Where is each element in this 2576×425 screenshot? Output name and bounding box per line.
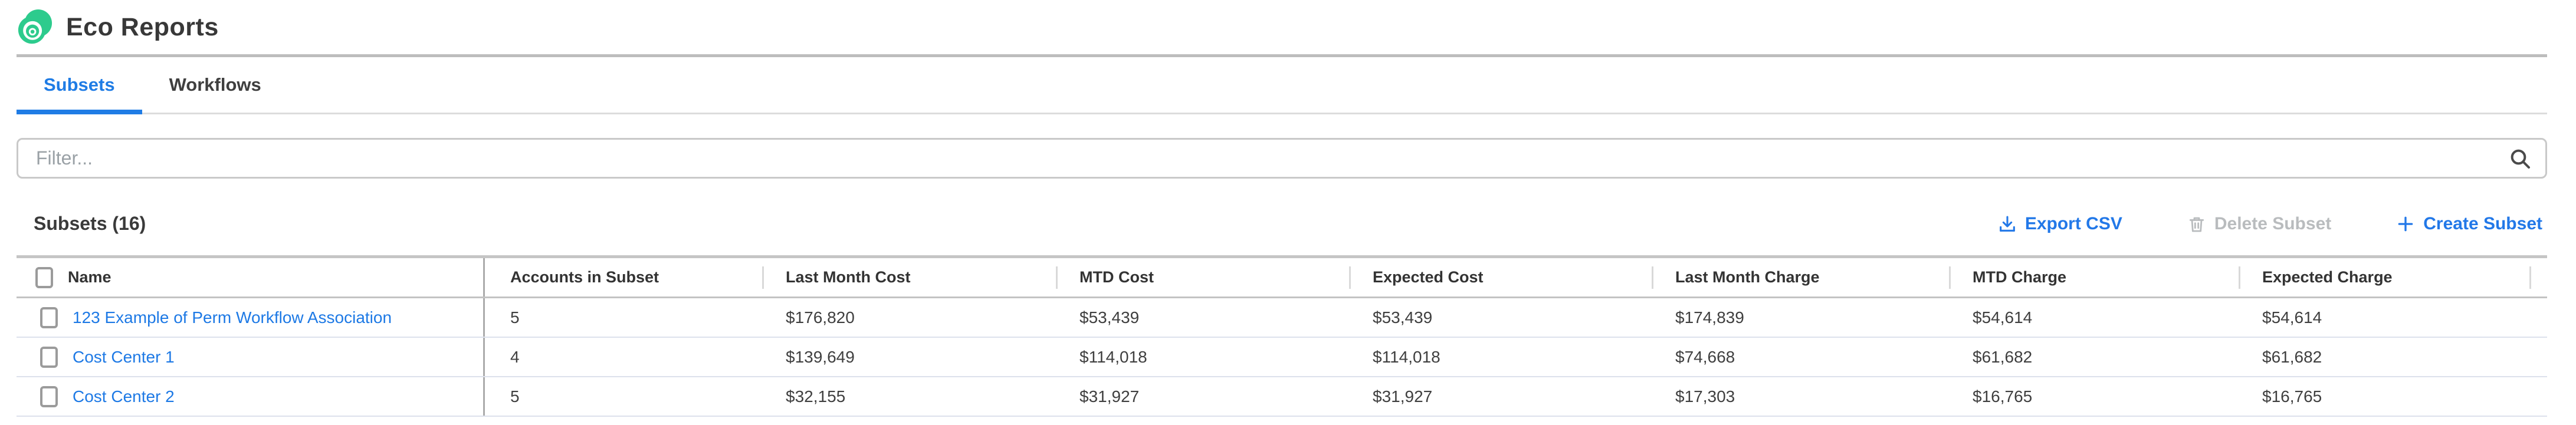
cell-last-month-cost: $139,649 <box>762 338 1056 376</box>
tab-workflows[interactable]: Workflows <box>142 57 288 113</box>
cell-expected-cost: $31,927 <box>1349 377 1652 416</box>
toolbar-actions: Export CSV Delete Subset Create Subset <box>1998 214 2547 234</box>
table-row: 123 Example of Perm Workflow Association… <box>17 298 2547 338</box>
cell-expected-charge: $54,614 <box>2239 298 2529 337</box>
subset-name-link[interactable]: 123 Example of Perm Workflow Association <box>73 308 392 327</box>
cell-last-month-charge: $17,303 <box>1652 377 1949 416</box>
cell-mtd-charge: $16,765 <box>1949 377 2239 416</box>
row-checkbox[interactable] <box>40 386 58 407</box>
tab-bar: Subsets Workflows <box>17 57 2547 114</box>
download-icon <box>1998 215 2017 233</box>
cell-mtd-cost: $53,439 <box>1056 298 1349 337</box>
cell-expected-charge: $61,682 <box>2239 338 2529 376</box>
subset-name-link[interactable]: Cost Center 2 <box>73 387 175 406</box>
cell-name: Cost Center 2 <box>17 377 485 416</box>
header-cell-expected-charge: Expected Charge <box>2239 258 2529 296</box>
delete-subset-button[interactable]: Delete Subset <box>2187 214 2331 234</box>
eco-swirl-logo-icon <box>17 9 53 45</box>
cell-accounts: 5 <box>485 298 762 337</box>
cell-last-month-cost: $176,820 <box>762 298 1056 337</box>
table-header-row: Name Accounts in Subset Last Month Cost … <box>17 255 2547 298</box>
subsets-table: Name Accounts in Subset Last Month Cost … <box>17 255 2547 417</box>
trash-icon <box>2187 215 2206 233</box>
table-body: 123 Example of Perm Workflow Association… <box>17 298 2547 417</box>
cell-last-month-cost: $32,155 <box>762 377 1056 416</box>
cell-mtd-charge: $61,682 <box>1949 338 2239 376</box>
cell-expected-charge: $16,765 <box>2239 377 2529 416</box>
subset-name-link[interactable]: Cost Center 1 <box>73 348 175 367</box>
row-checkbox[interactable] <box>40 347 58 368</box>
plus-icon <box>2396 215 2415 233</box>
delete-subset-label: Delete Subset <box>2214 214 2331 234</box>
filter-bar <box>17 138 2547 179</box>
cell-stub <box>2529 298 2547 337</box>
tab-subsets[interactable]: Subsets <box>17 57 142 113</box>
cell-stub <box>2529 377 2547 416</box>
app-header: Eco Reports <box>17 0 2547 57</box>
table-row: Cost Center 2 5 $32,155 $31,927 $31,927 … <box>17 377 2547 417</box>
header-cell-last-month-charge: Last Month Charge <box>1652 258 1949 296</box>
row-checkbox[interactable] <box>40 307 58 328</box>
subsets-toolbar: Subsets (16) Export CSV Delete Subset Cr… <box>17 213 2547 235</box>
header-cell-last-month-cost: Last Month Cost <box>762 258 1056 296</box>
cell-name: 123 Example of Perm Workflow Association <box>17 298 485 337</box>
create-subset-button[interactable]: Create Subset <box>2396 214 2542 234</box>
cell-mtd-cost: $31,927 <box>1056 377 1349 416</box>
header-cell-name: Name <box>17 258 485 296</box>
cell-mtd-charge: $54,614 <box>1949 298 2239 337</box>
search-icon[interactable] <box>2508 147 2532 170</box>
page-title: Eco Reports <box>66 13 219 42</box>
cell-expected-cost: $114,018 <box>1349 338 1652 376</box>
create-subset-label: Create Subset <box>2423 214 2542 234</box>
column-label-name: Name <box>68 268 111 286</box>
cell-accounts: 5 <box>485 377 762 416</box>
export-csv-label: Export CSV <box>2025 214 2122 234</box>
export-csv-button[interactable]: Export CSV <box>1998 214 2122 234</box>
cell-name: Cost Center 1 <box>17 338 485 376</box>
cell-mtd-cost: $114,018 <box>1056 338 1349 376</box>
cell-last-month-charge: $174,839 <box>1652 298 1949 337</box>
select-all-checkbox[interactable] <box>35 267 53 288</box>
header-cell-accounts: Accounts in Subset <box>485 258 762 296</box>
cell-accounts: 4 <box>485 338 762 376</box>
tab-workflows-label: Workflows <box>169 74 261 95</box>
header-cell-expected-cost: Expected Cost <box>1349 258 1652 296</box>
header-cell-stub <box>2529 258 2547 296</box>
header-cell-mtd-charge: MTD Charge <box>1949 258 2239 296</box>
table-row: Cost Center 1 4 $139,649 $114,018 $114,0… <box>17 338 2547 377</box>
subsets-count-heading: Subsets (16) <box>17 213 146 235</box>
cell-stub <box>2529 338 2547 376</box>
cell-expected-cost: $53,439 <box>1349 298 1652 337</box>
header-cell-mtd-cost: MTD Cost <box>1056 258 1349 296</box>
tab-subsets-label: Subsets <box>44 74 115 95</box>
filter-input[interactable] <box>17 138 2547 179</box>
cell-last-month-charge: $74,668 <box>1652 338 1949 376</box>
